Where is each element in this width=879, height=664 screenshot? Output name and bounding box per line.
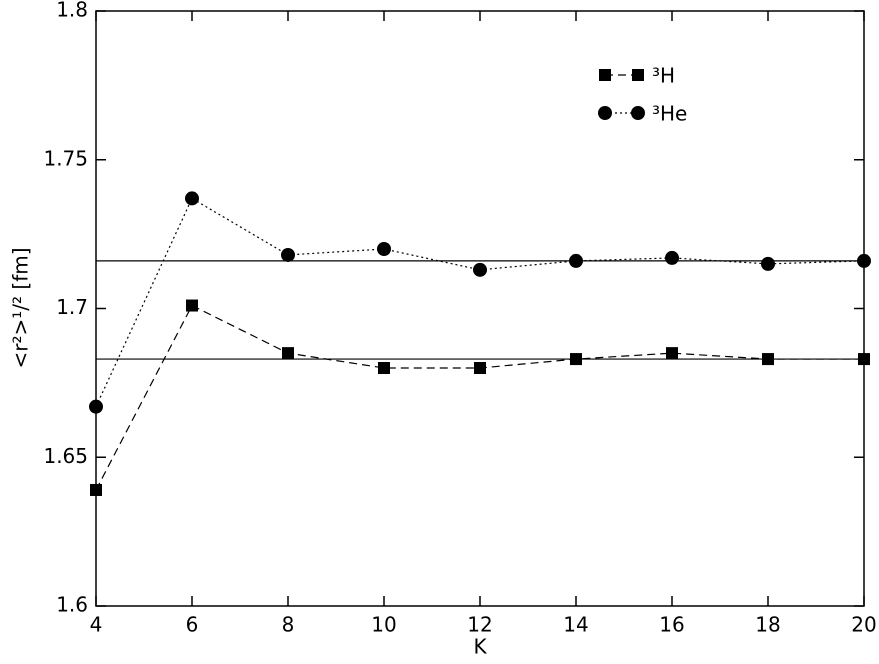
marker [282,347,294,360]
marker [185,191,199,206]
marker [666,347,678,360]
x-tick-label: 16 [659,613,684,637]
marker [90,483,102,496]
marker [761,256,775,271]
legend-marker [599,69,611,81]
legend-label: ³H [652,64,675,88]
marker [569,253,583,268]
marker [762,353,774,366]
x-tick-label: 10 [371,613,396,637]
x-tick-label: 8 [282,613,295,637]
x-tick-label: 4 [90,613,103,637]
marker [570,353,582,366]
x-axis-label: K [473,635,487,659]
marker [665,250,679,265]
legend-marker [632,69,644,81]
x-tick-label: 14 [563,613,588,637]
y-tick-label: 1.7 [56,295,88,319]
x-tick-label: 20 [851,613,876,637]
plot-frame [95,10,865,607]
marker [858,353,870,366]
marker [474,362,486,374]
marker [186,299,198,312]
legend-marker [598,106,612,120]
series-line [95,197,865,407]
y-tick-label: 1.6 [56,593,88,617]
x-tick-label: 12 [467,613,492,637]
legend-label: ³He [652,102,687,126]
marker [377,242,391,256]
x-tick-label: 18 [755,613,780,637]
x-tick-label: 6 [186,613,199,637]
y-tick-label: 1.8 [56,0,88,22]
series-line [95,304,864,491]
marker [857,253,871,268]
marker [89,399,103,414]
y-tick-label: 1.65 [43,444,88,468]
marker [473,262,487,277]
y-tick-label: 1.75 [43,146,88,170]
marker [281,247,295,262]
y-axis-label: <r²>¹/² [fm] [9,247,33,368]
legend-marker [631,106,645,120]
marker [378,362,390,374]
